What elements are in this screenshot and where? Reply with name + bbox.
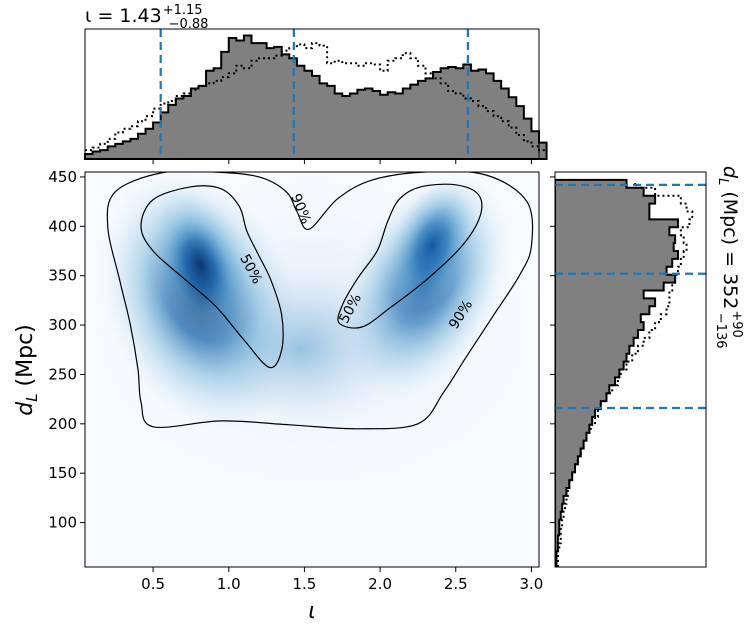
contour-lines xyxy=(106,172,534,430)
top-axes-frame xyxy=(84,28,540,160)
top-title-sub: −0.88 xyxy=(169,17,209,32)
main-x-ticks: 0.5 1.0 1.5 2.0 2.5 3.0 xyxy=(141,567,543,593)
y-tick-label: 350 xyxy=(48,267,77,285)
x-tick-label: 2.5 xyxy=(444,575,468,593)
right-ticks xyxy=(550,176,555,524)
top-hist-filled xyxy=(84,34,548,160)
right-label-sup: +90 xyxy=(729,310,744,337)
y-tick-label: 400 xyxy=(48,217,77,235)
x-tick-label: 1.5 xyxy=(293,575,317,593)
density-left-core xyxy=(148,187,252,343)
y-axis-label-main: d xyxy=(13,401,38,416)
heatmap-density xyxy=(85,172,539,500)
contour-90pct xyxy=(106,172,534,430)
main-y-ticks: 100 150 200 250 300 350 400 450 xyxy=(48,168,85,532)
x-tick-label: 3.0 xyxy=(520,575,544,593)
top-hist-dotted xyxy=(85,42,547,152)
top-marginal-histogram: ι = 1.43+1.15 −0.88 xyxy=(84,3,548,164)
y-tick-label: 150 xyxy=(48,464,77,482)
right-marginal-histogram: dL (Mpc) = 352+90−136 xyxy=(550,166,744,568)
right-label-sub: L xyxy=(715,178,730,185)
top-title-main: ι = 1.43 xyxy=(85,5,162,27)
top-title: ι = 1.43+1.15 −0.88 xyxy=(85,3,208,32)
y-tick-label: 300 xyxy=(48,316,77,334)
main-axes-frame xyxy=(84,171,540,568)
right-side-label: dL (Mpc) = 352+90−136 xyxy=(713,166,744,349)
y-tick-label: 250 xyxy=(48,365,77,383)
right-axes-frame xyxy=(554,171,707,568)
top-quantile-lines xyxy=(159,29,469,159)
y-axis-label-unit: (Mpc) xyxy=(13,324,38,393)
y-tick-label: 200 xyxy=(48,415,77,433)
right-hist-bars xyxy=(555,178,694,567)
x-tick-label: 2.0 xyxy=(368,575,392,593)
density-right-core xyxy=(386,178,478,312)
y-axis-label: dL (Mpc) xyxy=(13,324,41,416)
contour-50pct xyxy=(140,185,284,369)
right-label-rest: (Mpc) = 352 xyxy=(719,185,741,309)
y-tick-label: 100 xyxy=(48,514,77,532)
right-label-main: d xyxy=(719,166,741,179)
y-tick-label: 450 xyxy=(48,168,77,186)
top-hist-bars xyxy=(84,34,548,160)
top-ticks xyxy=(152,159,532,164)
right-label-sub2: −136 xyxy=(713,313,728,349)
x-tick-label: 0.5 xyxy=(141,575,165,593)
y-axis-label-sub: L xyxy=(23,393,41,401)
joint-density-panel: 90%50%50% 90% 0.5 1.0 1.5 2.0 2.5 3.0 10015020… xyxy=(13,168,543,624)
contour-50pct xyxy=(337,183,483,329)
x-axis-label: ι xyxy=(308,599,315,624)
right-hist-filled xyxy=(555,178,679,567)
right-hist-dotted xyxy=(556,179,694,567)
top-title-sup: +1.15 xyxy=(163,3,203,18)
x-tick-label: 1.0 xyxy=(217,575,241,593)
